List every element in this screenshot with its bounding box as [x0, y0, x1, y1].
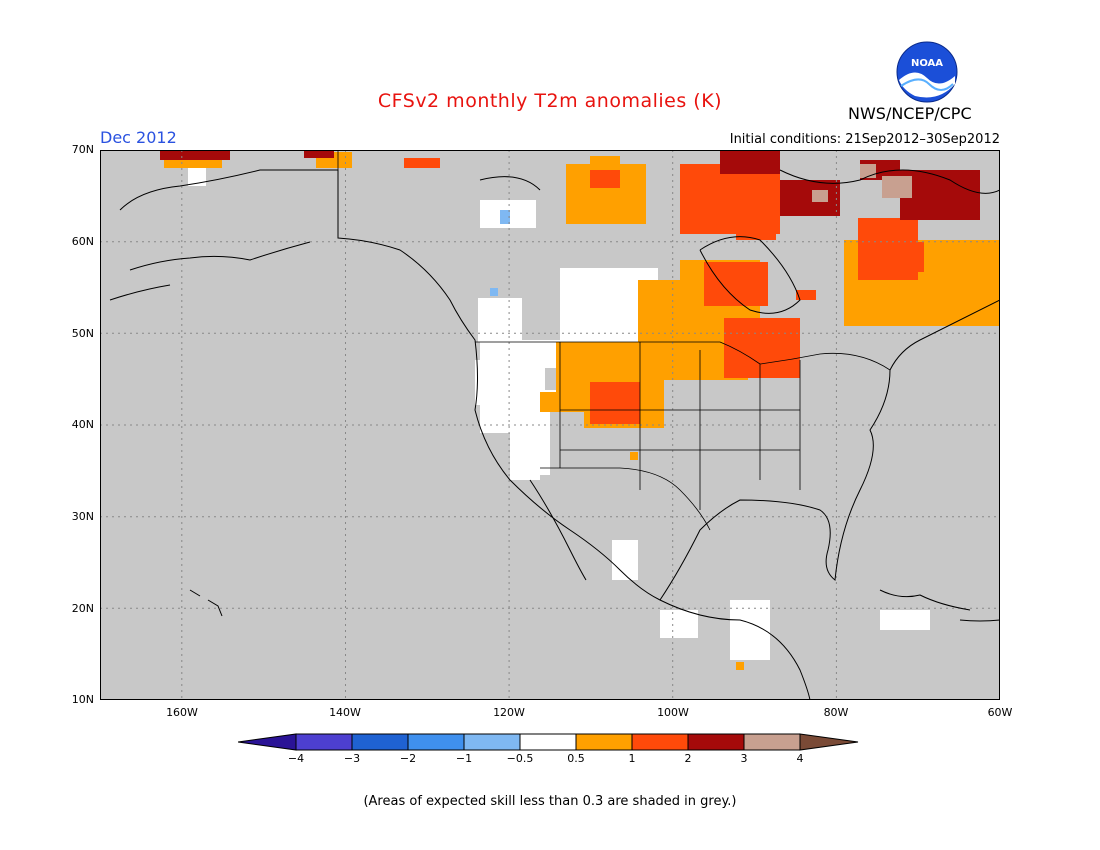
lon-tick-120w: 120W — [493, 706, 525, 719]
legend-swatch — [631, 733, 689, 751]
legend-swatch-low — [238, 733, 297, 751]
forecast-month: Dec 2012 — [100, 128, 177, 147]
skill-footnote: (Areas of expected skill less than 0.3 a… — [363, 794, 737, 809]
legend-label: −0.5 — [506, 752, 534, 765]
legend-label: 1 — [628, 752, 636, 765]
legend-swatch — [687, 733, 745, 751]
lat-tick-50n: 50N — [71, 327, 94, 340]
legend-swatch — [743, 733, 801, 751]
legend-label: −4 — [287, 752, 305, 765]
legend-label: −3 — [343, 752, 361, 765]
warm-anomaly-darkred — [160, 150, 980, 220]
lon-tick-160w: 160W — [166, 706, 198, 719]
legend-swatch — [519, 733, 577, 751]
legend-swatch — [407, 733, 465, 751]
map-title: CFSv2 monthly T2m anomalies (K) — [377, 90, 723, 112]
legend-label: 2 — [684, 752, 692, 765]
anomaly-map — [100, 150, 1000, 700]
lat-tick-60n: 60N — [71, 235, 94, 248]
political-borders — [337, 150, 891, 531]
legend-label: 0.5 — [567, 752, 585, 765]
legend-swatch — [575, 733, 633, 751]
lat-tick-30n: 30N — [71, 510, 94, 523]
color-legend — [238, 733, 859, 751]
lon-tick-80w: 80W — [823, 706, 849, 719]
lat-tick-70n: 70N — [71, 143, 94, 156]
lon-tick-100w: 100W — [657, 706, 689, 719]
legend-swatch — [295, 733, 353, 751]
lat-tick-40n: 40N — [71, 418, 94, 431]
noaa-logo: NOAA — [895, 40, 959, 108]
legend-swatch-high — [799, 733, 859, 751]
agency-label: NWS/NCEP/CPC — [848, 104, 972, 123]
lat-tick-10n: 10N — [71, 693, 94, 706]
slight-cool-areas — [490, 210, 510, 296]
legend-label: 3 — [740, 752, 748, 765]
lon-tick-60w: 60W — [987, 706, 1013, 719]
gridlines — [100, 150, 1000, 700]
lat-tick-20n: 20N — [71, 602, 94, 615]
initial-conditions: Initial conditions: 21Sep2012–30Sep2012 — [729, 132, 1000, 147]
legend-swatch — [351, 733, 409, 751]
legend-label: −2 — [399, 752, 417, 765]
legend-swatch — [463, 733, 521, 751]
legend-label: −1 — [455, 752, 473, 765]
legend-label: 4 — [796, 752, 804, 765]
logo-text: NOAA — [911, 58, 943, 69]
lon-tick-140w: 140W — [329, 706, 361, 719]
